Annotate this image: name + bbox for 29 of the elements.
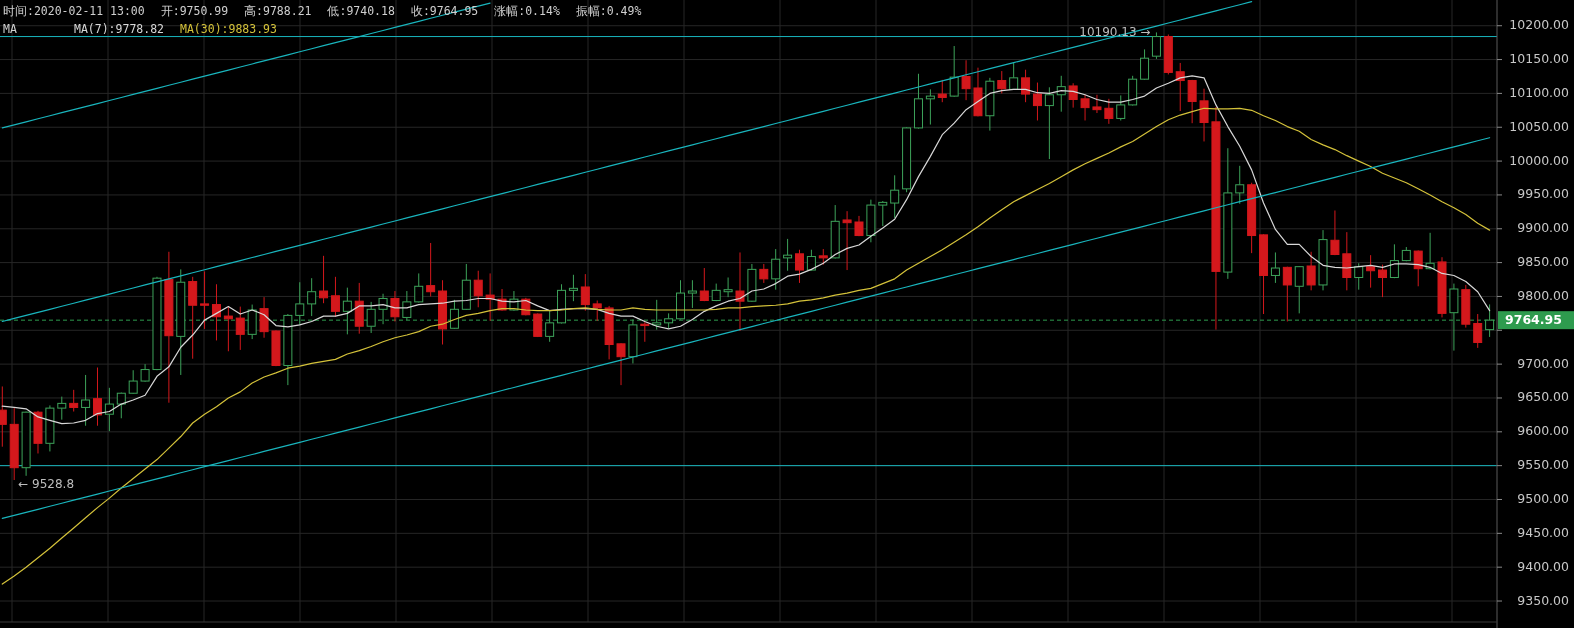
annotation: 涨幅:0.14% <box>494 4 560 18</box>
y-tick-label: 9650.00 <box>1517 389 1570 405</box>
y-tick-label: 9600.00 <box>1517 423 1570 439</box>
annotation: 时间:2020-02-11 13:00 <box>3 4 145 18</box>
y-tick-label: 10100.00 <box>1509 84 1570 100</box>
ref-line-label: 9764.95 <box>1505 311 1562 327</box>
annotation: 低:9740.18 <box>327 4 395 18</box>
y-tick-label: 10150.00 <box>1509 51 1570 67</box>
y-tick-label: 9550.00 <box>1517 457 1570 473</box>
annotation: 10190.13 → <box>1079 24 1151 39</box>
y-tick-label: 10050.00 <box>1509 118 1570 134</box>
annotation: 开:9750.99 <box>160 4 229 18</box>
text: MA(30):9883.93 <box>180 22 278 36</box>
y-tick-label: 9400.00 <box>1517 558 1570 574</box>
legend-title: MA <box>3 22 17 36</box>
annotation: 振幅:0.49% <box>575 4 642 18</box>
y-tick-label: 9350.00 <box>1517 592 1570 608</box>
annotation: ← 9528.8 <box>18 476 75 491</box>
annotation: 高:9788.21 <box>244 4 312 18</box>
y-tick-label: 9500.00 <box>1517 491 1570 506</box>
y-tick-label: 9450.00 <box>1517 524 1570 540</box>
y-tick-label: 9900.00 <box>1517 220 1570 236</box>
y-tick-label: 9850.00 <box>1517 254 1570 270</box>
y-tick-label: 9800.00 <box>1517 287 1570 303</box>
y-tick-label: 10000.00 <box>1509 152 1570 168</box>
y-tick-label: 9950.00 <box>1517 186 1570 202</box>
y-tick-label: 10200.00 <box>1509 17 1570 33</box>
y-tick-label: 9700.00 <box>1517 355 1570 371</box>
text: MA(7):9778.82 <box>74 22 165 36</box>
